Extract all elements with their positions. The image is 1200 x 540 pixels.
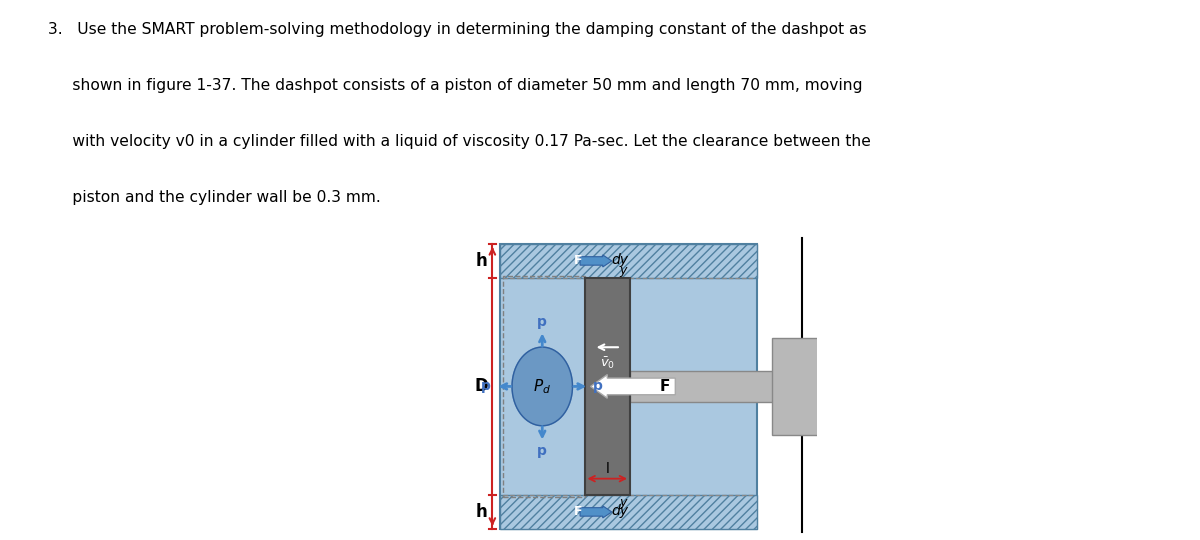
Text: l: l — [605, 462, 610, 476]
Text: D: D — [475, 377, 488, 395]
Bar — [584, 278, 630, 495]
FancyArrow shape — [590, 375, 676, 398]
Bar — [500, 495, 757, 529]
Text: dy: dy — [612, 504, 629, 518]
Text: y: y — [619, 264, 626, 277]
Text: F: F — [575, 505, 583, 518]
Text: h: h — [476, 252, 487, 270]
Text: $P_d$: $P_d$ — [533, 377, 551, 396]
Bar — [500, 244, 757, 278]
Text: F: F — [575, 254, 583, 267]
Text: $\bar{v}_0$: $\bar{v}_0$ — [600, 356, 614, 372]
Bar — [772, 338, 827, 435]
Text: h: h — [476, 503, 487, 521]
Text: 3.   Use the SMART problem-solving methodology in determining the damping consta: 3. Use the SMART problem-solving methodo… — [48, 22, 866, 37]
Polygon shape — [512, 347, 572, 426]
Text: shown in figure 1-37. The dashpot consists of a piston of diameter 50 mm and len: shown in figure 1-37. The dashpot consis… — [48, 78, 863, 93]
Bar — [630, 372, 781, 402]
FancyArrow shape — [580, 255, 612, 267]
Bar — [503, 276, 584, 497]
Text: F: F — [660, 379, 670, 394]
FancyArrow shape — [580, 506, 612, 518]
Text: p: p — [538, 443, 547, 457]
Text: y: y — [619, 496, 626, 509]
Bar — [500, 244, 757, 529]
Text: with velocity v0 in a cylinder filled with a liquid of viscosity 0.17 Pa-sec. Le: with velocity v0 in a cylinder filled wi… — [48, 134, 871, 149]
Text: p: p — [481, 380, 491, 394]
Text: p: p — [593, 380, 604, 394]
Text: dy: dy — [612, 253, 629, 267]
Text: p: p — [538, 315, 547, 329]
Text: piston and the cylinder wall be 0.3 mm.: piston and the cylinder wall be 0.3 mm. — [48, 190, 380, 205]
